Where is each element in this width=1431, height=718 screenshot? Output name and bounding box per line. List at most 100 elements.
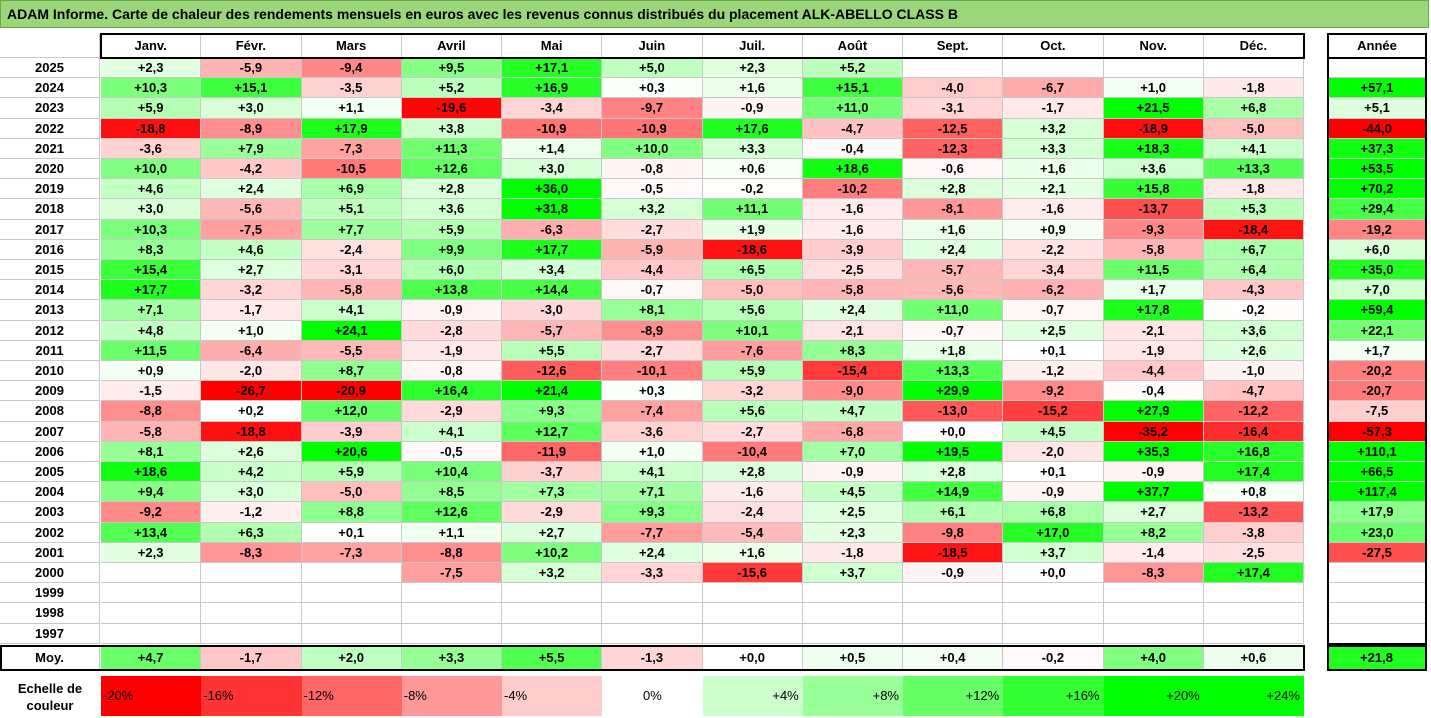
year-total-cell: +17,9 xyxy=(1328,502,1426,523)
heat-cell xyxy=(1103,583,1204,604)
heat-cell: +2,3 xyxy=(802,522,903,543)
heat-cell: +17,1 xyxy=(502,58,603,79)
heat-cell: -0,6 xyxy=(903,159,1004,180)
heat-cell: +2,8 xyxy=(702,462,803,483)
heat-cell: -3,0 xyxy=(502,300,603,321)
heat-cell: +19,5 xyxy=(903,441,1004,462)
year-total-cell: -20,7 xyxy=(1328,381,1426,402)
heat-cell: -4,2 xyxy=(201,159,302,180)
heat-cell: +4,1 xyxy=(401,421,502,442)
heat-cell: -5,0 xyxy=(702,280,803,301)
heat-cell: +2,8 xyxy=(903,179,1004,200)
month-header: Avril xyxy=(401,34,502,58)
heat-cell: +21,4 xyxy=(502,381,603,402)
heat-cell: +2,7 xyxy=(1103,502,1204,523)
heat-cell: +4,6 xyxy=(101,179,202,200)
heat-cell: -5,8 xyxy=(101,421,202,442)
heat-cell: -13,2 xyxy=(1203,502,1304,523)
year-total-cell xyxy=(1328,563,1426,584)
heat-cell: -2,0 xyxy=(201,361,302,382)
heat-cell xyxy=(401,623,502,644)
heat-cell: +11,3 xyxy=(401,138,502,159)
month-header: Janv. xyxy=(101,34,202,58)
heat-cell: -18,8 xyxy=(201,421,302,442)
month-header: Sept. xyxy=(903,34,1004,58)
heat-cell: -10,5 xyxy=(301,159,402,180)
heat-cell: +3,0 xyxy=(201,482,302,503)
heat-cell: +4,1 xyxy=(301,300,402,321)
heat-cell: -6,4 xyxy=(201,340,302,361)
heat-cell: -0,4 xyxy=(802,138,903,159)
year-total-cell: +22,1 xyxy=(1328,320,1426,341)
year-label: 2023 xyxy=(0,98,100,119)
heat-cell: -1,6 xyxy=(802,199,903,220)
heat-cell: -3,2 xyxy=(702,381,803,402)
scale-swatch: +4% xyxy=(702,676,803,716)
year-total-cell: -44,0 xyxy=(1328,118,1426,139)
heat-cell: -10,1 xyxy=(602,361,703,382)
heat-cell: +2,6 xyxy=(201,441,302,462)
heat-cell xyxy=(101,583,202,604)
heat-cell: -1,7 xyxy=(1003,98,1104,119)
heat-cell: +13,3 xyxy=(1203,159,1304,180)
heat-cell: -12,2 xyxy=(1203,401,1304,422)
heat-cell xyxy=(1003,583,1104,604)
heat-cell: +2,8 xyxy=(903,462,1004,483)
heat-cell: -2,7 xyxy=(602,219,703,240)
heat-cell: +14,9 xyxy=(903,482,1004,503)
heat-cell: -9,2 xyxy=(1003,381,1104,402)
year-total-cell: +66,5 xyxy=(1328,462,1426,483)
scale-swatch: -12% xyxy=(301,676,402,716)
heat-cell: -8,9 xyxy=(602,320,703,341)
heat-cell: +6,9 xyxy=(301,179,402,200)
heat-cell: -5,0 xyxy=(301,482,402,503)
heat-cell: -9,7 xyxy=(602,98,703,119)
year-total-cell: +53,5 xyxy=(1328,159,1426,180)
heat-cell: -0,2 xyxy=(702,179,803,200)
heat-cell: -16,4 xyxy=(1203,421,1304,442)
heat-cell: +24,1 xyxy=(301,320,402,341)
heat-cell: -18,9 xyxy=(1103,118,1204,139)
heat-cell: +11,0 xyxy=(802,98,903,119)
heat-cell: +10,2 xyxy=(502,542,603,563)
average-cell: -1,3 xyxy=(602,646,703,670)
heat-cell xyxy=(301,603,402,624)
heat-cell xyxy=(1103,603,1204,624)
average-cell: +4,7 xyxy=(101,646,202,670)
year-total-cell: +110,1 xyxy=(1328,441,1426,462)
heat-cell xyxy=(1203,623,1304,644)
heat-cell xyxy=(602,623,703,644)
heat-cell xyxy=(1203,583,1304,604)
heat-cell: +29,9 xyxy=(903,381,1004,402)
heat-cell: -12,5 xyxy=(903,118,1004,139)
month-header: Nov. xyxy=(1103,34,1204,58)
heat-cell xyxy=(301,583,402,604)
heat-cell: +12,6 xyxy=(401,159,502,180)
heat-cell: -5,6 xyxy=(903,280,1004,301)
heat-cell: -18,5 xyxy=(903,542,1004,563)
year-label: 2006 xyxy=(0,441,100,462)
heat-cell: -8,3 xyxy=(201,542,302,563)
heat-cell: +1,6 xyxy=(1003,159,1104,180)
heat-cell: +10,0 xyxy=(602,138,703,159)
month-header: Févr. xyxy=(201,34,302,58)
average-cell: -1,7 xyxy=(201,646,302,670)
heat-cell: -6,8 xyxy=(802,421,903,442)
heat-cell: -6,7 xyxy=(1003,78,1104,99)
heat-cell: -4,4 xyxy=(1103,361,1204,382)
heat-cell: +17,0 xyxy=(1003,522,1104,543)
heat-cell: +7,1 xyxy=(602,482,703,503)
year-label: 2000 xyxy=(0,563,100,584)
year-label: 2004 xyxy=(0,482,100,503)
heat-cell: +8,2 xyxy=(1103,522,1204,543)
heat-cell xyxy=(602,583,703,604)
heat-cell: +15,1 xyxy=(201,78,302,99)
heat-cell: +3,3 xyxy=(1003,138,1104,159)
heat-cell xyxy=(301,623,402,644)
heat-cell: +3,4 xyxy=(502,260,603,281)
heat-cell xyxy=(502,623,603,644)
heat-cell: +11,5 xyxy=(101,340,202,361)
heat-cell: +3,2 xyxy=(1003,118,1104,139)
year-label: 2001 xyxy=(0,542,100,563)
heat-cell: -13,7 xyxy=(1103,199,1204,220)
